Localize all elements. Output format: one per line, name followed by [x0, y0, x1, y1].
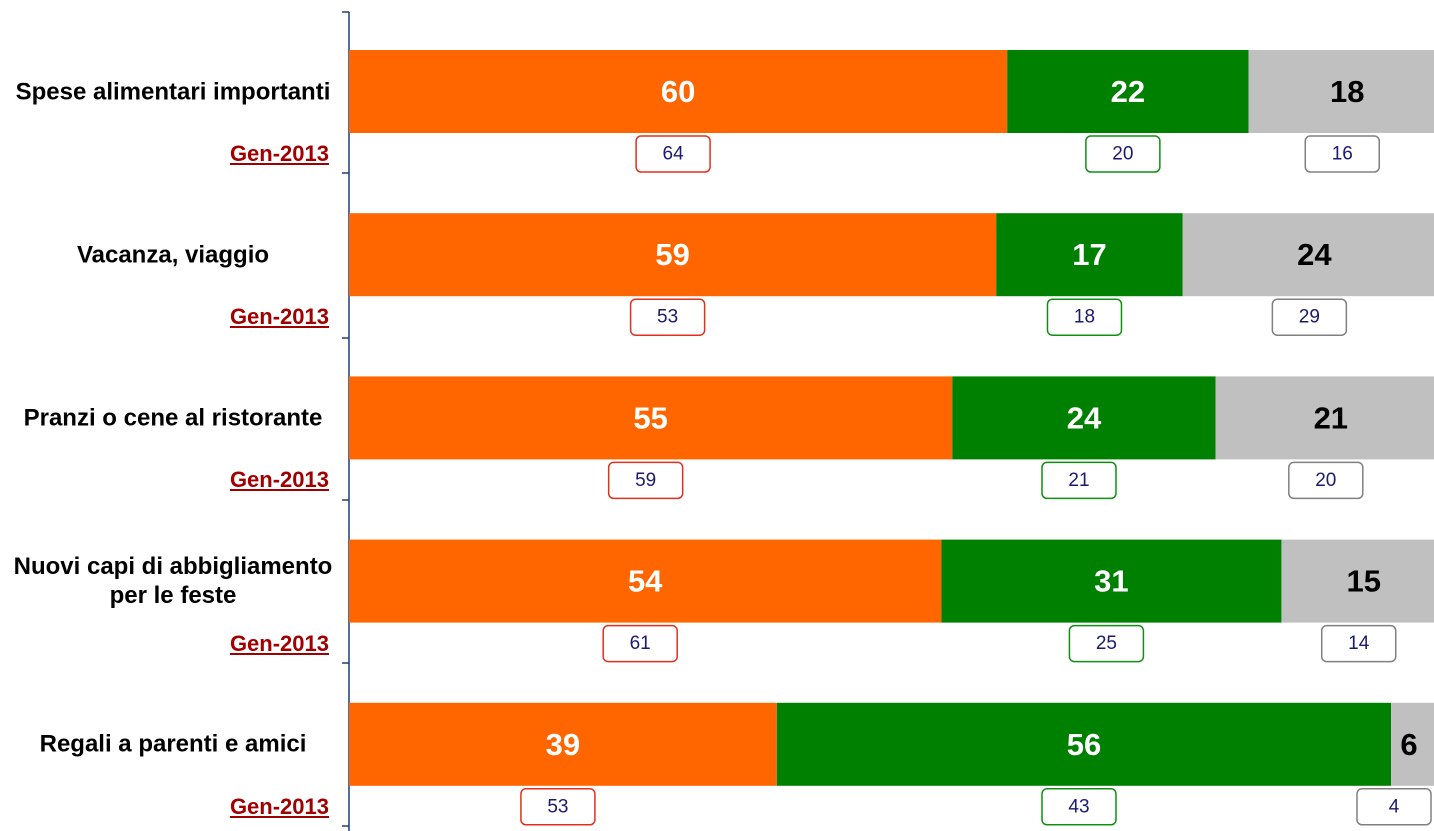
bar-segment: [941, 539, 1282, 623]
category-label: Regali a parenti e amici: [39, 730, 307, 758]
bar-segment: [996, 213, 1183, 297]
value-label: 22: [1111, 74, 1145, 109]
bar-segment: [349, 539, 942, 623]
comparison-box: [1320, 624, 1397, 663]
comparison-value: 64: [663, 144, 685, 165]
comparison-label: Gen-2013: [229, 630, 329, 656]
comparison-box: [1085, 135, 1161, 173]
comparison-box: [629, 298, 706, 336]
comparison-box: [1271, 298, 1348, 336]
bar-segment: [349, 213, 997, 297]
value-label: 24: [1297, 237, 1332, 272]
value-label: 18: [1330, 74, 1364, 109]
comparison-box: [635, 135, 711, 173]
axis-ticks: [342, 11, 349, 827]
value-label: 59: [655, 237, 689, 272]
comparison-value: 16: [1332, 144, 1353, 165]
bar-segment: [1007, 50, 1249, 133]
value-label: 56: [1067, 727, 1101, 762]
comparison-value: 21: [1068, 470, 1089, 491]
comparison-label: Gen-2013: [229, 467, 329, 493]
value-label: 55: [633, 400, 667, 435]
category-label: Vacanza, viaggio: [76, 241, 270, 269]
bar-segment: [349, 702, 777, 786]
value-label: 54: [628, 564, 663, 599]
bar-segment: [349, 50, 1008, 133]
category-label: Nuovi capi di abbigliamento per le feste: [13, 553, 333, 610]
comparison-value: 29: [1299, 307, 1320, 328]
value-label: 24: [1067, 400, 1102, 435]
comparison-value: 43: [1068, 796, 1089, 817]
comparison-value: 4: [1389, 796, 1400, 817]
comparison-box: [1041, 461, 1117, 500]
bar-segment: [1391, 702, 1434, 786]
comparison-box: [1288, 461, 1364, 500]
bar-segment: [776, 702, 1392, 786]
bar-segment: [1215, 376, 1434, 460]
bar-segment: [952, 376, 1216, 460]
comparison-label: Gen-2013: [229, 141, 329, 166]
bar-segment: [349, 376, 953, 460]
comparison-value: 14: [1348, 633, 1370, 654]
comparison-value: 25: [1096, 633, 1117, 654]
category-label: Spese alimentari importanti: [15, 78, 331, 105]
comparison-box: [602, 624, 678, 663]
comparison-value: 20: [1112, 144, 1133, 165]
comparison-value: 59: [635, 470, 656, 491]
comparison-box: [1046, 298, 1123, 336]
comparison-box: [607, 461, 684, 500]
value-label: 6: [1400, 727, 1417, 762]
comparison-box: [1356, 788, 1432, 826]
comparison-value: 53: [547, 796, 568, 817]
comparison-box: [1041, 788, 1117, 826]
category-label: Pranzi o cene al ristorante: [23, 404, 323, 432]
comparison-value: 61: [630, 633, 651, 654]
comparison-value: 18: [1074, 307, 1095, 328]
comparison-value: 53: [657, 307, 678, 328]
bar-segment: [1248, 50, 1434, 133]
bar-segment: [1182, 213, 1434, 297]
comparison-box: [1304, 135, 1381, 173]
comparison-label: Gen-2013: [229, 304, 329, 330]
value-label: 31: [1094, 564, 1128, 599]
comparison-box: [520, 788, 596, 826]
comparison-label: Gen-2013: [229, 793, 329, 819]
comparison-box: [1068, 624, 1145, 663]
value-label: 21: [1314, 400, 1348, 435]
bar-segment: [1281, 539, 1434, 623]
comparison-value: 20: [1315, 470, 1336, 491]
value-label: 60: [661, 74, 695, 109]
value-label: 17: [1072, 237, 1106, 272]
value-label: 39: [546, 727, 580, 762]
value-label: 15: [1346, 564, 1380, 599]
